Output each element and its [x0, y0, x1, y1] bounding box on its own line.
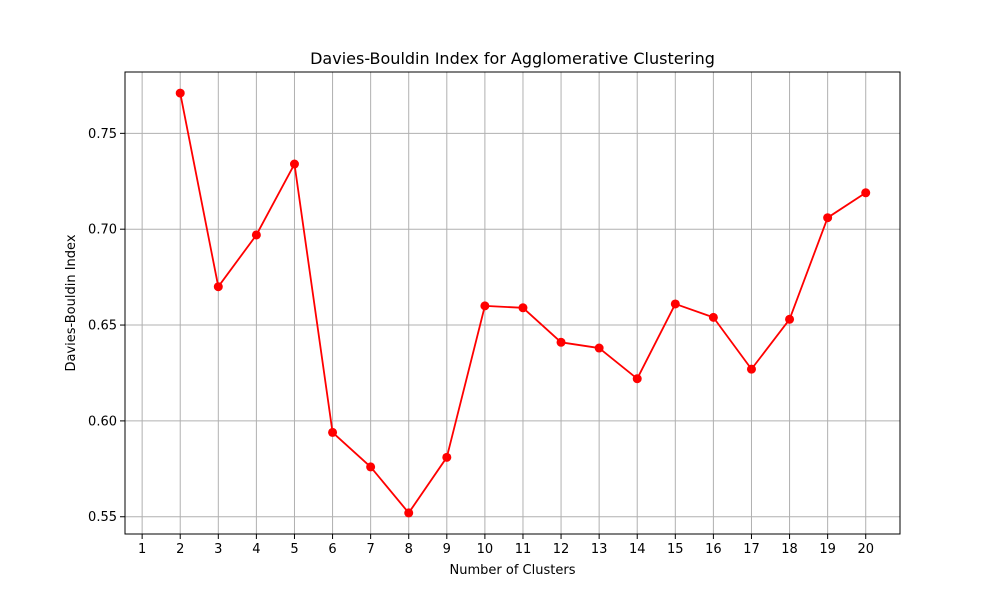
chart-title: Davies-Bouldin Index for Agglomerative C…	[310, 49, 715, 68]
data-point	[404, 508, 414, 518]
grid	[125, 72, 900, 534]
data-point	[861, 188, 871, 198]
x-tick-label: 1	[138, 542, 146, 557]
x-tick-label: 7	[366, 542, 374, 557]
y-tick-label: 0.55	[88, 510, 117, 525]
y-tick-label: 0.60	[88, 414, 117, 429]
data-point	[594, 343, 604, 353]
x-axis-ticks: 1 2 3 4 5 6 7 8 9 10 11 12 13 14 15 16 17 18 19 20	[138, 534, 874, 557]
data-point	[289, 159, 299, 169]
x-tick-label: 16	[705, 542, 722, 557]
x-tick-label: 10	[477, 542, 494, 557]
data-point	[785, 314, 795, 324]
y-axis-label: Davies-Bouldin Index	[64, 234, 79, 371]
x-tick-label: 8	[405, 542, 413, 557]
data-point	[632, 374, 642, 384]
x-tick-label: 11	[515, 542, 532, 557]
y-tick-label: 0.65	[88, 319, 117, 334]
y-axis-ticks: 0.55 0.60 0.65 0.70 0.75	[88, 127, 125, 525]
x-tick-label: 18	[781, 542, 798, 557]
y-tick-label: 0.75	[88, 127, 117, 142]
data-point	[823, 213, 833, 223]
data-point	[480, 301, 490, 311]
data-point	[328, 427, 338, 437]
x-tick-label: 3	[214, 542, 222, 557]
x-tick-label: 20	[857, 542, 874, 557]
x-tick-label: 2	[176, 542, 184, 557]
data-point	[366, 462, 376, 472]
x-tick-label: 12	[553, 542, 570, 557]
x-tick-label: 5	[290, 542, 298, 557]
x-tick-label: 14	[629, 542, 646, 557]
y-tick-label: 0.70	[88, 223, 117, 238]
x-tick-label: 17	[743, 542, 760, 557]
data-point	[213, 282, 223, 292]
x-tick-label: 19	[819, 542, 836, 557]
plot-frame	[124, 71, 901, 535]
data-point	[708, 312, 718, 322]
x-tick-label: 9	[443, 542, 451, 557]
x-tick-label: 4	[252, 542, 260, 557]
x-axis-label: Number of Clusters	[450, 563, 576, 578]
data-point	[251, 230, 261, 240]
data-point	[175, 88, 185, 98]
data-point	[746, 364, 756, 374]
x-tick-label: 6	[328, 542, 336, 557]
data-point	[518, 303, 528, 313]
data-point	[556, 337, 566, 347]
x-tick-label: 15	[667, 542, 684, 557]
data-point	[670, 299, 680, 309]
data-point	[442, 452, 452, 462]
series-layer	[175, 88, 871, 518]
x-tick-label: 13	[591, 542, 608, 557]
